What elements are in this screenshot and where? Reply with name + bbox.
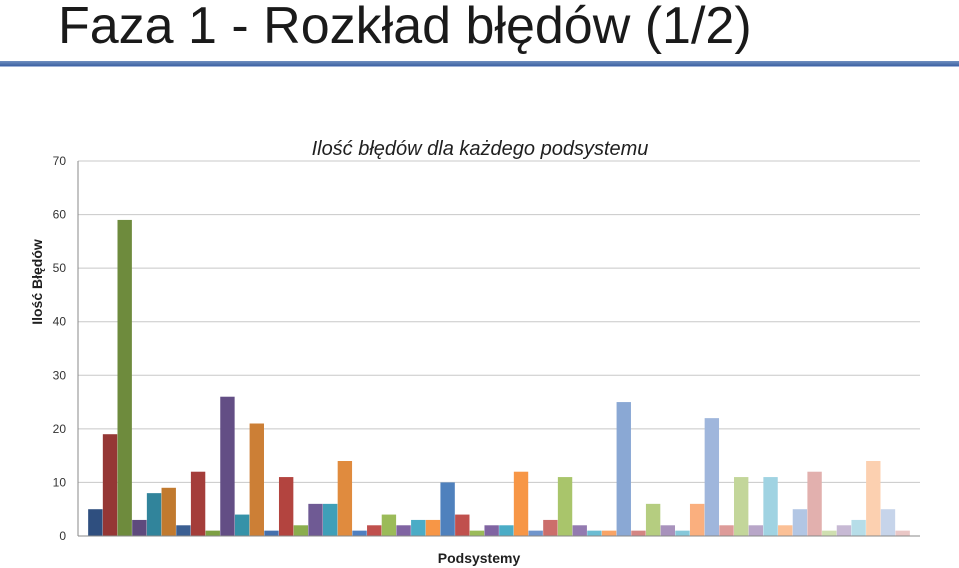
bar <box>513 471 529 536</box>
bar <box>660 525 675 536</box>
y-tick-label: 60 <box>53 208 67 222</box>
bar <box>851 519 866 536</box>
bars <box>88 219 910 536</box>
bar <box>866 461 881 536</box>
bar <box>367 525 382 536</box>
bar <box>601 530 617 536</box>
bar <box>484 525 499 536</box>
grid-lines <box>78 160 920 483</box>
bar <box>631 530 646 536</box>
bar <box>132 519 147 536</box>
bar <box>190 471 206 536</box>
y-tick-label: 0 <box>59 529 66 543</box>
bar <box>352 530 367 536</box>
bar <box>102 434 118 536</box>
bar <box>396 525 411 536</box>
bar <box>763 477 778 536</box>
y-axis-label: Ilość Błędów <box>29 239 45 325</box>
bar <box>499 525 514 536</box>
bar <box>645 503 661 536</box>
bar <box>807 471 822 536</box>
bar <box>117 219 132 536</box>
bar <box>425 519 441 536</box>
bar <box>88 509 103 536</box>
bar <box>778 525 793 536</box>
y-tick-labels: 0 10 20 30 40 50 60 70 <box>53 154 67 543</box>
bar <box>836 525 852 536</box>
bar <box>734 477 749 536</box>
y-tick-label: 40 <box>53 315 67 329</box>
bar <box>264 530 279 536</box>
bar <box>675 530 690 536</box>
y-tick-label: 70 <box>53 154 67 168</box>
bar <box>146 493 162 536</box>
bar <box>411 519 426 536</box>
bar <box>323 503 338 536</box>
bar <box>220 396 235 536</box>
bar <box>822 530 837 536</box>
bar <box>792 509 808 536</box>
bar <box>895 530 910 536</box>
bar <box>719 525 734 536</box>
bar <box>381 514 397 536</box>
bar <box>337 461 353 536</box>
y-tick-label: 20 <box>53 422 67 436</box>
bar <box>278 477 294 536</box>
bar <box>455 514 470 536</box>
bar <box>293 525 309 536</box>
bar <box>528 530 543 536</box>
title-underline <box>0 61 959 67</box>
bar <box>161 487 176 536</box>
bar <box>748 525 764 536</box>
bar <box>249 423 264 536</box>
bar <box>440 482 455 536</box>
bar <box>543 519 558 536</box>
y-tick-label: 50 <box>53 261 67 275</box>
slide-title: Faza 1 - Rozkład błędów (1/2) <box>58 0 752 55</box>
bar <box>880 509 896 536</box>
bar <box>308 503 323 536</box>
bar <box>616 402 631 536</box>
bar <box>704 418 720 536</box>
bar <box>689 503 705 536</box>
bar <box>234 514 250 536</box>
bar <box>572 525 587 536</box>
y-tick-label: 10 <box>53 475 67 489</box>
bar <box>469 530 485 536</box>
bar <box>176 525 191 536</box>
x-axis-label: Podsystemy <box>438 550 521 566</box>
bar <box>557 477 573 536</box>
bar <box>205 530 220 536</box>
bar <box>587 530 602 536</box>
y-tick-label: 30 <box>53 368 67 382</box>
chart-title: Ilość błędów dla każdego podsystemu <box>312 138 649 160</box>
